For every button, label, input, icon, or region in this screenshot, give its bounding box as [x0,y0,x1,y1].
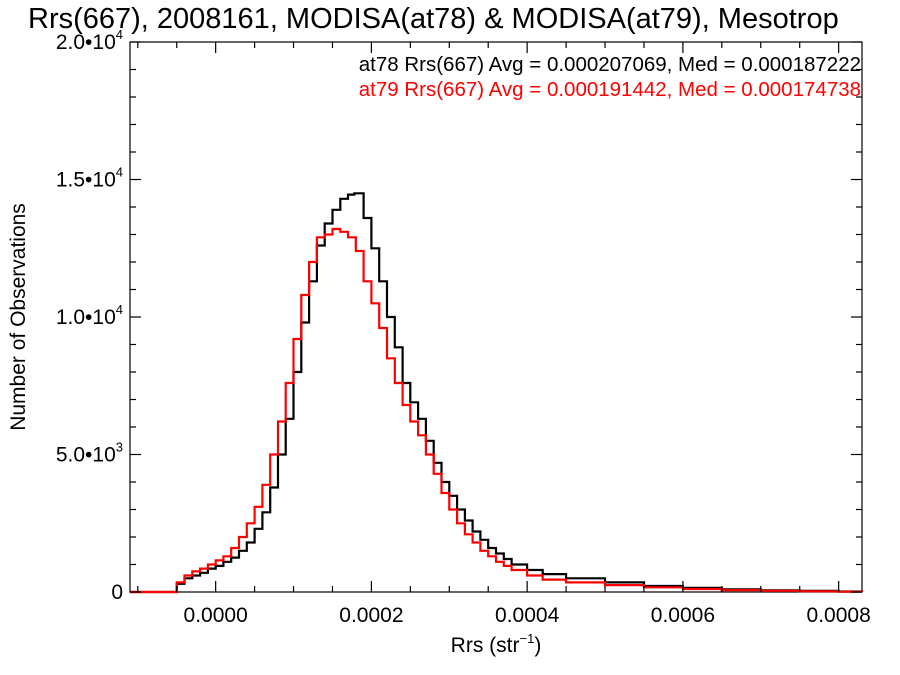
y-tick-label-exponent: 4 [116,165,123,180]
x-tick-label: 0.0000 [184,604,248,627]
y-tick-label-exponent: 4 [116,27,123,42]
x-axis-label-close: ) [534,634,541,657]
y-tick-label-mantissa: 2.0•10 [56,31,116,54]
y-tick-label-mantissa: 1.5•10 [56,169,116,192]
x-tick-label: 0.0004 [495,604,560,627]
y-tick-label-exponent: 3 [116,440,123,455]
x-axis-label-base: Rrs (str [451,634,520,657]
plot-frame [129,41,863,593]
y-tick-label: 0 [111,581,123,604]
y-axis-label: Number of Observations [7,203,30,431]
series-line-0 [130,192,864,594]
plot-border [129,41,863,593]
x-axis-label: Rrs (str−1) [451,631,542,657]
stats-annotation: at78 Rrs(667) Avg = 0.000207069, Med = 0… [359,53,861,76]
y-tick-label-mantissa: 1.0•10 [56,306,116,329]
y-tick-label: 5.0•103 [56,440,123,467]
annotations-layer: at78 Rrs(667) Avg = 0.000207069, Med = 0… [359,53,861,101]
stats-annotation: at79 Rrs(667) Avg = 0.000191442, Med = 0… [359,78,861,101]
y-tick-label-mantissa: 0 [111,581,123,604]
x-tick-label: 0.0002 [339,604,403,627]
y-tick-label-mantissa: 5.0•10 [56,444,116,467]
x-tick-label: 0.0006 [651,604,715,627]
y-tick-label: 1.0•104 [56,302,123,329]
series-layer [130,192,864,594]
x-axis-label-sup: −1 [520,631,535,646]
y-tick-label: 2.0•104 [56,27,123,54]
chart-title: Rrs(667), 2008161, MODISA(at78) & MODISA… [28,3,839,35]
y-tick-label: 1.5•104 [56,165,123,192]
y-tick-label-exponent: 4 [116,302,123,317]
x-tick-label: 0.0008 [807,604,871,627]
ticks-layer: 0.0000 0.0002 0.0004 0.0006 0.0008 0 5.0•103 1.… [56,27,871,627]
series-line-1 [130,227,864,594]
